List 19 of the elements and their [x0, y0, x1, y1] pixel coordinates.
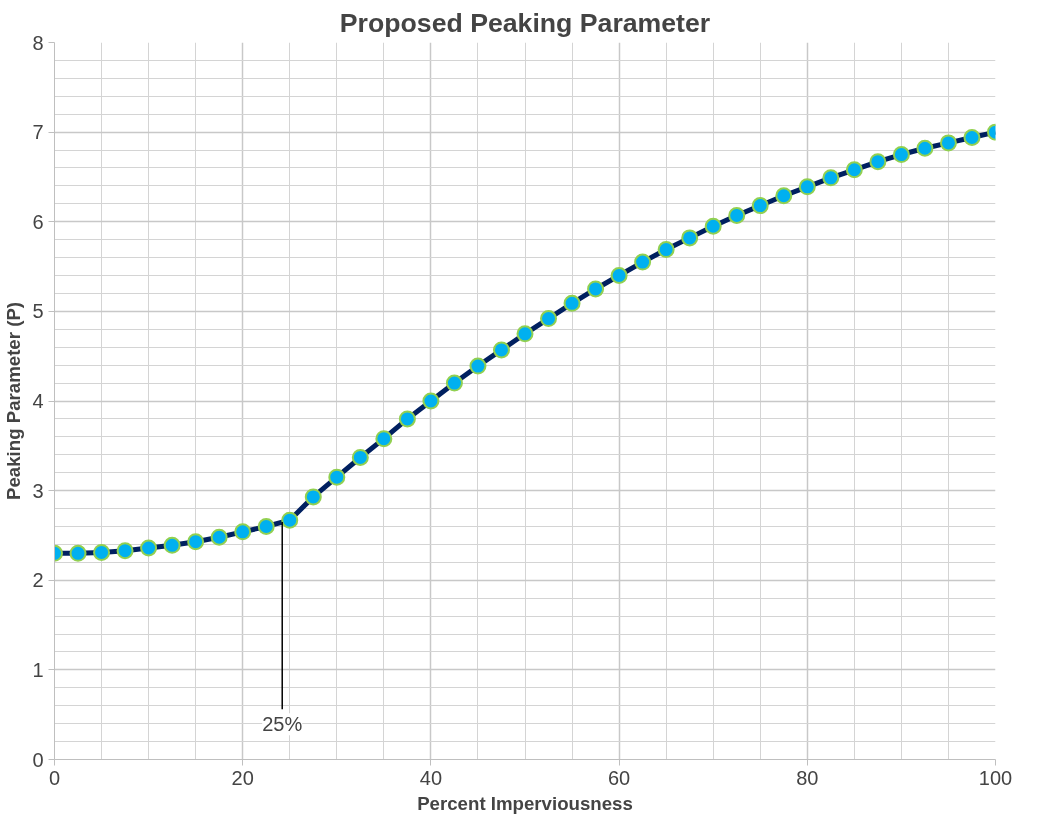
x-tick-label: 60 [607, 766, 631, 789]
x-tick-label: 80 [796, 766, 819, 789]
x-tick-label: 20 [231, 766, 254, 789]
x-tick-label: 100 [978, 766, 1013, 789]
y-tick-label: 4 [32, 390, 44, 412]
y-tick-label: 1 [32, 658, 44, 681]
y-tick-label: 6 [32, 210, 44, 233]
y-tick-label: 0 [32, 748, 44, 771]
y-tick-label: 3 [32, 479, 44, 502]
y-tick-label: 2 [32, 569, 44, 592]
y-tick-label: 8 [32, 31, 44, 54]
y-tick-label: 5 [32, 300, 44, 323]
annotation: 25% [262, 713, 303, 736]
chart-title: Proposed Peaking Parameter [339, 7, 711, 38]
x-axis-title: Percent Imperviousness [417, 792, 633, 814]
x-tick-label: 40 [419, 766, 443, 789]
x-tick-label: 0 [48, 766, 61, 789]
y-tick-label: 7 [32, 121, 44, 144]
y-axis-title: Peaking Parameter (P) [3, 301, 25, 501]
